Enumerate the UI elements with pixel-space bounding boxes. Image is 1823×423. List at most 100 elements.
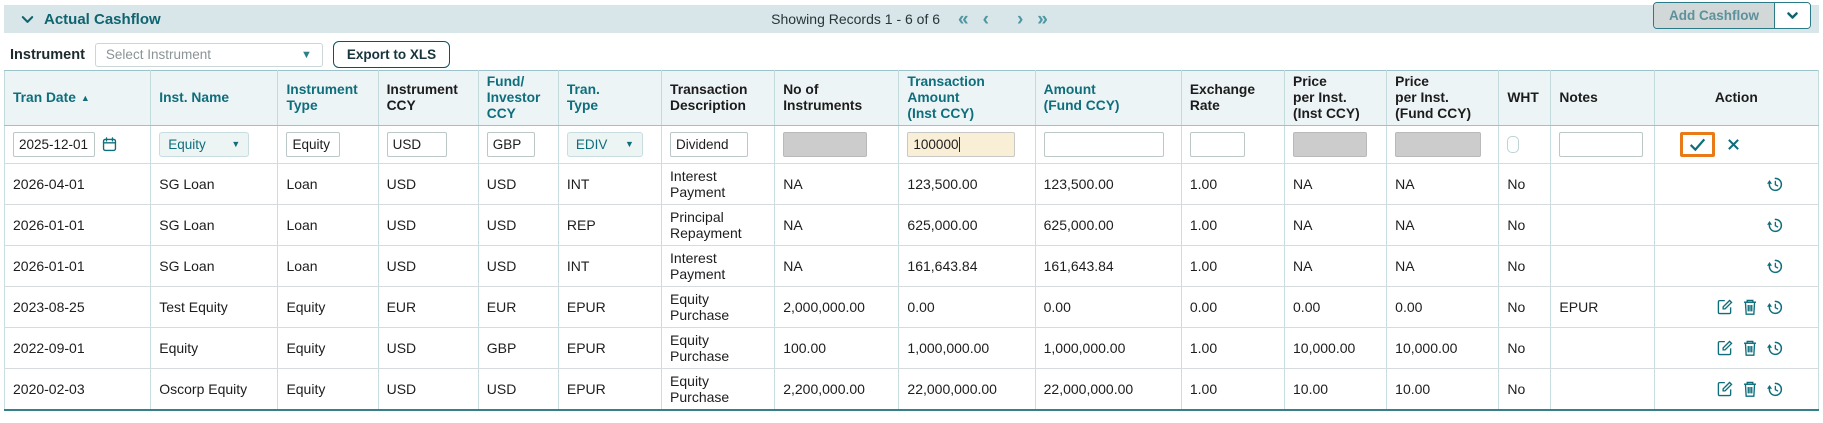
col-header-exchange_rate: Exchange Rate	[1180, 70, 1286, 126]
transaction-amount-input[interactable]	[907, 132, 1016, 157]
last-page-icon[interactable]: »	[1037, 8, 1048, 30]
trash-icon[interactable]	[1742, 298, 1758, 316]
header-label: No of	[783, 81, 819, 97]
cell-tran_type: EPUR	[557, 368, 663, 411]
edit-cell-tran_type: EDIV ▼	[557, 125, 663, 164]
table-row: 2022-09-01 Equity Equity USD GBP EPUR Equity P…	[3, 327, 1820, 369]
col-header-notes: Notes	[1550, 70, 1655, 126]
chevron-down-icon	[1787, 12, 1798, 19]
edit-cell-tran_date	[3, 125, 152, 164]
cell-wht: No	[1498, 245, 1552, 287]
table-row: 2026-01-01 SG Loan Loan USD USD INT Interest P…	[3, 245, 1820, 287]
col-header-tran_type[interactable]: Tran. Type	[557, 70, 663, 126]
tran-type-select[interactable]: EDIV ▼	[566, 132, 643, 157]
price-fund-input	[1395, 132, 1482, 157]
cell-inst_name: SG Loan	[150, 163, 279, 205]
cancel-x-icon[interactable]	[1727, 138, 1740, 151]
cell-notes	[1550, 245, 1655, 287]
collapse-chevron-icon[interactable]	[20, 12, 35, 27]
add-cashflow-dropdown-button[interactable]	[1774, 3, 1810, 28]
cell-exchange_rate: 1.00	[1180, 327, 1286, 369]
next-page-icon[interactable]: ›	[1016, 8, 1024, 30]
cell-instrument_type: Equity	[277, 368, 379, 411]
add-cashflow-button[interactable]: Add Cashflow	[1654, 3, 1774, 28]
cell-action	[1653, 286, 1820, 328]
cell-instrument_type: Loan	[277, 245, 379, 287]
amount-fund-input[interactable]	[1043, 132, 1164, 157]
header-label: per Inst.	[1293, 89, 1347, 105]
trash-icon[interactable]	[1742, 339, 1758, 357]
header-label: CCY	[386, 98, 416, 113]
edit-icon[interactable]	[1716, 298, 1734, 316]
edit-cell-fund_investor_ccy	[477, 125, 559, 164]
instrument-label: Instrument	[10, 46, 85, 63]
header-label: Exchange	[1189, 81, 1256, 97]
cell-fund_investor_ccy: GBP	[477, 327, 559, 369]
previous-page-icon[interactable]: ‹	[982, 8, 989, 30]
cell-exchange_rate: 1.00	[1180, 163, 1286, 205]
cell-price_inst: 10.00	[1284, 368, 1388, 411]
cell-wht: No	[1498, 204, 1552, 246]
exchange-rate-input[interactable]	[1189, 132, 1245, 157]
export-to-xls-button[interactable]: Export to XLS	[332, 41, 451, 68]
cell-exchange_rate: 1.00	[1180, 245, 1286, 287]
wht-checkbox[interactable]	[1507, 136, 1520, 153]
cell-tran_type: REP	[557, 204, 663, 246]
cell-price_fund: 0.00	[1386, 286, 1500, 328]
transaction-description-input[interactable]	[670, 132, 749, 157]
header-row: Tran Date ▲ Inst. Name Instrument Type Instru…	[3, 70, 1820, 126]
cell-amount_fund: 625,000.00	[1034, 204, 1182, 246]
cell-notes	[1550, 368, 1655, 411]
calendar-icon[interactable]	[101, 136, 118, 153]
instrument-ccy-input[interactable]	[386, 132, 447, 157]
instrument-type-input[interactable]	[286, 132, 341, 157]
trash-icon[interactable]	[1742, 380, 1758, 398]
tran-date-input[interactable]	[13, 132, 95, 157]
cell-price_inst: 0.00	[1284, 286, 1388, 328]
cell-notes	[1550, 163, 1655, 205]
cell-wht: No	[1498, 368, 1552, 411]
history-icon[interactable]	[1766, 257, 1784, 275]
col-header-inst_name[interactable]: Inst. Name	[150, 70, 279, 126]
cashflow-table: Tran Date ▲ Inst. Name Instrument Type Instru…	[3, 70, 1820, 411]
cell-inst_name: SG Loan	[150, 204, 279, 246]
panel-title: Actual Cashflow	[44, 10, 161, 28]
table-toolbar: Instrument Select Instrument ▼ Export to…	[10, 41, 451, 68]
header-label: Instrument	[386, 81, 458, 97]
first-page-icon[interactable]: «	[958, 8, 969, 30]
notes-input[interactable]	[1559, 132, 1644, 157]
history-icon[interactable]	[1766, 380, 1784, 398]
col-header-instrument_type[interactable]: Instrument Type	[277, 70, 379, 126]
cell-fund_investor_ccy: USD	[477, 245, 559, 287]
history-icon[interactable]	[1766, 339, 1784, 357]
history-icon[interactable]	[1766, 298, 1784, 316]
cell-transaction_amount: 161,643.84	[898, 245, 1036, 287]
cell-instrument_type: Equity	[277, 286, 379, 328]
col-header-transaction_amount[interactable]: Transaction Amount (Inst CCY)	[898, 70, 1036, 126]
cell-price_inst: NA	[1284, 245, 1388, 287]
history-icon[interactable]	[1766, 175, 1784, 193]
cell-inst_name: Oscorp Equity	[150, 368, 279, 411]
header-label: Inst. Name	[159, 89, 230, 105]
cashflow-table-wrap: Tran Date ▲ Inst. Name Instrument Type Instru…	[3, 70, 1820, 411]
edit-icon[interactable]	[1716, 339, 1734, 357]
chevron-down-icon: ▼	[624, 139, 634, 150]
edit-icon[interactable]	[1716, 380, 1734, 398]
cell-price_fund: 10.00	[1386, 368, 1500, 411]
history-icon[interactable]	[1766, 216, 1784, 234]
inst-name-select[interactable]: Equity ▼	[159, 132, 250, 157]
edit-cell-no_of_instruments	[774, 125, 900, 164]
highlight-annotation	[1680, 132, 1715, 157]
panel-header-bar: Actual Cashflow Showing Records 1 - 6 of…	[4, 2, 1819, 33]
header-label: per Inst.	[1395, 89, 1449, 105]
confirm-check-icon[interactable]	[1689, 137, 1706, 152]
header-label: Instruments	[783, 98, 863, 113]
instrument-select[interactable]: Select Instrument ▼	[94, 42, 323, 67]
fund-investor-ccy-input[interactable]	[486, 132, 535, 157]
cell-no_of_instruments: 100.00	[774, 327, 900, 369]
cell-price_fund: 10,000.00	[1386, 327, 1500, 369]
col-header-tran_date[interactable]: Tran Date ▲	[3, 70, 152, 126]
col-header-fund_investor_ccy[interactable]: Fund/Investor CCY	[477, 70, 559, 126]
col-header-amount_fund[interactable]: Amount (Fund CCY)	[1034, 70, 1182, 126]
